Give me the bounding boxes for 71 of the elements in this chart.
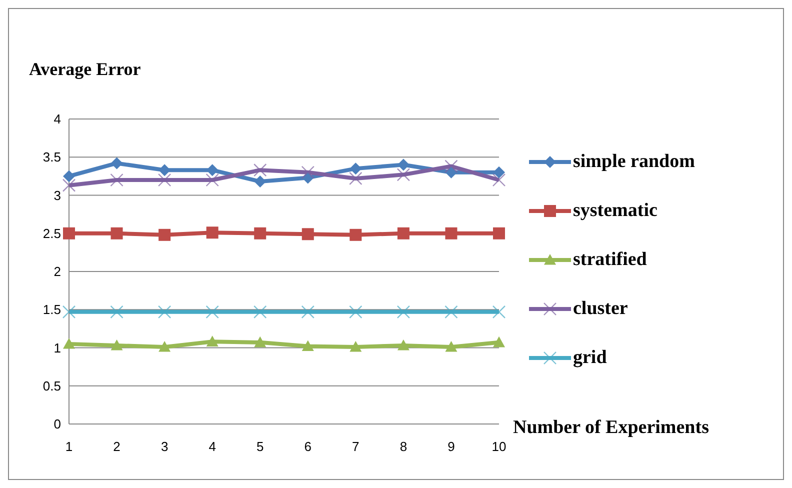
point <box>350 162 362 175</box>
point <box>396 305 410 319</box>
y-tick-label: 1.5 <box>42 302 61 318</box>
point <box>301 305 314 319</box>
point <box>254 163 267 177</box>
legend-label: systematic <box>573 200 658 222</box>
point <box>397 158 410 171</box>
x-tick-label: 9 <box>448 439 455 454</box>
point <box>110 157 123 170</box>
point <box>158 305 172 319</box>
point <box>206 305 219 319</box>
point <box>62 305 76 319</box>
x-tick-label: 3 <box>160 439 168 454</box>
point <box>493 336 505 348</box>
point <box>158 173 172 187</box>
y-tick-label: 2.5 <box>42 226 61 241</box>
point <box>158 228 171 241</box>
point <box>110 227 123 240</box>
point <box>350 228 362 241</box>
point <box>492 173 506 187</box>
point <box>349 172 362 186</box>
x-tick-label: 2 <box>113 439 120 454</box>
point <box>397 227 410 240</box>
y-tick-label: 4 <box>54 112 61 127</box>
x-axis-title: Number of Experiments <box>513 417 709 439</box>
point <box>254 305 267 319</box>
point <box>493 166 505 178</box>
legend-label: simple random <box>573 150 695 172</box>
point <box>110 173 124 187</box>
y-axis-title: Average Error <box>29 59 141 80</box>
point <box>493 227 505 240</box>
x-tick-label: 6 <box>304 439 312 454</box>
point <box>110 339 123 350</box>
y-tick-label: 0.5 <box>42 378 61 394</box>
y-tick-label: 1 <box>54 340 61 356</box>
x-tick-label: 1 <box>65 439 73 454</box>
x-tick-label: 10 <box>492 439 506 454</box>
point <box>63 170 75 182</box>
point <box>206 173 219 187</box>
point <box>254 227 266 240</box>
y-tick-label: 3 <box>54 188 61 203</box>
point <box>63 227 75 240</box>
y-tick-label: 3.5 <box>42 150 61 165</box>
point <box>445 227 458 240</box>
point <box>110 305 124 319</box>
legend-label: cluster <box>573 298 628 320</box>
point <box>396 168 410 182</box>
y-tick-label: 0 <box>54 416 61 432</box>
point <box>254 336 266 348</box>
point <box>206 226 218 239</box>
y-tick-label: 2 <box>54 264 61 280</box>
legend-label: grid <box>573 346 607 368</box>
point <box>206 336 218 346</box>
legend-label: stratified <box>573 248 647 270</box>
x-tick-label: 8 <box>400 439 408 454</box>
point <box>445 340 458 352</box>
point <box>63 338 75 349</box>
point <box>492 305 506 319</box>
point <box>350 340 362 352</box>
point <box>349 305 362 319</box>
point <box>302 340 314 352</box>
point <box>302 228 314 240</box>
x-tick-label: 7 <box>352 439 360 454</box>
x-tick-label: 5 <box>256 439 264 454</box>
x-tick-label: 4 <box>208 439 216 454</box>
point <box>301 166 314 179</box>
point <box>444 160 458 173</box>
point <box>397 339 410 350</box>
point <box>444 305 458 319</box>
point <box>62 178 76 192</box>
point <box>158 340 171 352</box>
